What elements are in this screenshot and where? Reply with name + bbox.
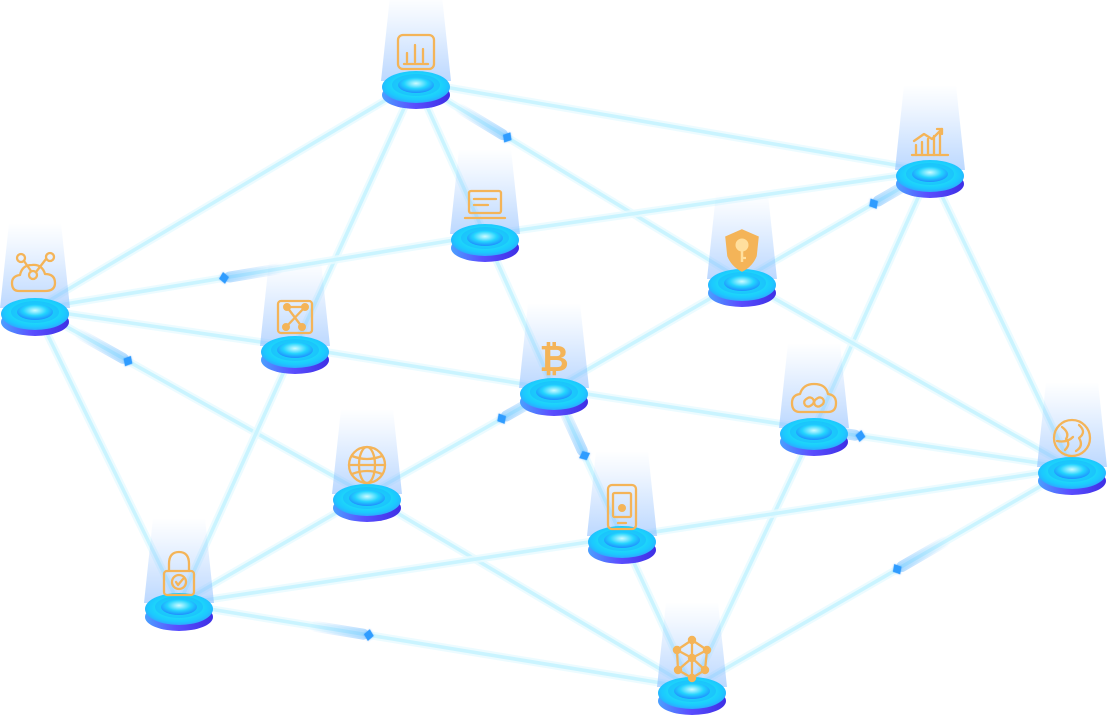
node-laptop[interactable]: laptop-icon: [450, 149, 520, 262]
edge-mobile-lock: [175, 533, 626, 608]
edge-analytics-cloud-share: [31, 78, 420, 313]
node-mobile[interactable]: mobile-icon: [587, 451, 657, 564]
light-beam: [144, 518, 214, 603]
edge-bitcoin-link-cloud: [550, 385, 818, 433]
edge-web-globe-network: [363, 491, 696, 692]
node-analytics[interactable]: bar-chart-icon: [381, 0, 451, 109]
cloud-share-icon: cloud-share-icon: [10, 251, 57, 293]
node-hierarchy[interactable]: hierarchy-icon: [260, 261, 330, 374]
node-security[interactable]: shield-key-icon: [707, 194, 777, 307]
light-beam: [1037, 382, 1107, 467]
globe-icon: globe-icon: [1052, 418, 1092, 458]
node-growth[interactable]: growth-chart-icon: [895, 85, 965, 198]
growth-chart-icon: growth-chart-icon: [910, 127, 950, 157]
lock-check-icon: lock-check-icon: [162, 550, 196, 597]
node-cloud-share[interactable]: cloud-share-icon: [0, 223, 70, 336]
edge-hierarchy-bitcoin: [291, 343, 558, 393]
link-cloud-icon: link-cloud-icon: [790, 382, 838, 414]
node-lock[interactable]: lock-check-icon: [144, 518, 214, 631]
mobile-icon: mobile-icon: [606, 483, 638, 531]
data-packet: [309, 620, 374, 642]
node-web-globe[interactable]: web-globe-icon: [332, 409, 402, 522]
edge-lock-network: [175, 600, 696, 692]
bitcoin-icon: ₿bitcoin-icon: [539, 339, 568, 380]
node-network[interactable]: network-icon: [657, 602, 727, 715]
node-bitcoin[interactable]: ₿bitcoin-icon: [519, 303, 589, 416]
data-packet: [892, 536, 950, 575]
bar-chart-icon: bar-chart-icon: [396, 33, 436, 71]
network-icon: network-icon: [672, 635, 712, 683]
data-packet: [455, 103, 512, 143]
edge-growth-laptop: [481, 167, 934, 239]
light-beam: [895, 85, 965, 170]
edge-cloud-share-hierarchy: [31, 305, 299, 351]
light-beam: [332, 409, 402, 494]
web-globe-icon: web-globe-icon: [347, 445, 387, 485]
hierarchy-icon: hierarchy-icon: [276, 299, 314, 335]
svg-text:₿: ₿: [539, 339, 568, 380]
node-globe[interactable]: globe-icon: [1037, 382, 1107, 495]
light-beam: [779, 343, 849, 428]
edge-globe-network: [688, 464, 1076, 692]
node-link-cloud[interactable]: link-cloud-icon: [779, 343, 849, 456]
light-beam: [519, 303, 589, 388]
data-packet: [74, 328, 133, 367]
edge-globe-mobile: [618, 464, 1076, 541]
edge-analytics-growth: [412, 78, 934, 175]
edge-security-globe: [738, 276, 1076, 472]
shield-key-icon: shield-key-icon: [725, 229, 759, 272]
laptop-icon: laptop-icon: [463, 189, 507, 220]
